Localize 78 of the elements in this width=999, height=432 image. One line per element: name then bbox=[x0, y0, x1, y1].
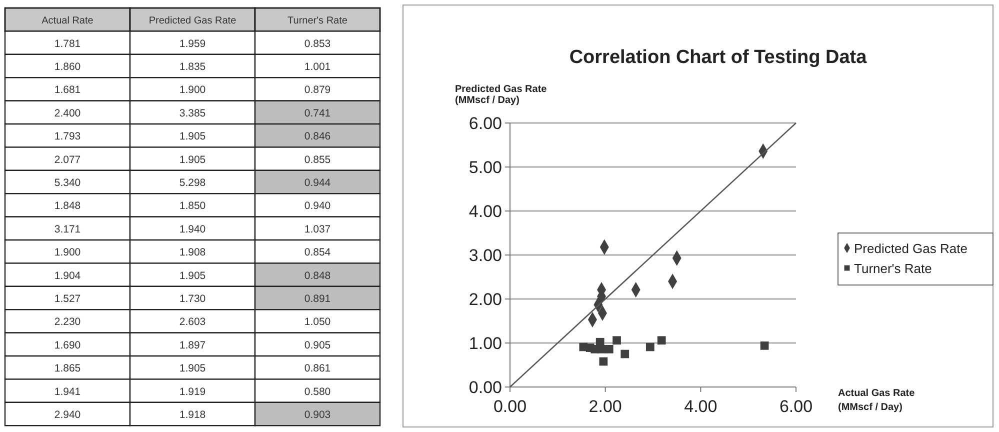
text: 2.230 bbox=[54, 316, 81, 328]
text: 1.940 bbox=[179, 223, 206, 236]
text: 2.940 bbox=[54, 409, 81, 421]
text: 0.879 bbox=[304, 84, 331, 96]
text: 0.848 bbox=[304, 270, 331, 282]
point bbox=[604, 344, 614, 354]
text: 1.905 bbox=[179, 270, 206, 282]
y-tick-label: 6.00 bbox=[468, 114, 502, 133]
text: 0.741 bbox=[304, 107, 331, 120]
point bbox=[597, 344, 606, 354]
text: 0.846 bbox=[304, 130, 331, 143]
chart-title: Correlation Chart of Testing Data bbox=[569, 47, 868, 68]
text: 3.385 bbox=[179, 107, 206, 120]
x-tick-label: 6.00 bbox=[779, 397, 813, 416]
text: 1.941 bbox=[54, 386, 81, 398]
text: 2.077 bbox=[54, 154, 81, 166]
text: 1.905 bbox=[179, 362, 206, 375]
y-tick-label: 2.00 bbox=[468, 290, 502, 309]
point bbox=[646, 342, 654, 352]
x-tick-label: 0.00 bbox=[493, 397, 527, 416]
y-tick-label: 0.00 bbox=[468, 378, 502, 397]
text: 1.904 bbox=[54, 270, 81, 282]
text: 1.835 bbox=[179, 61, 206, 73]
y-axis-title: Predicted Gas Rate (MMscf / Day) bbox=[455, 84, 548, 106]
text: 0.905 bbox=[304, 339, 331, 352]
text: 5.340 bbox=[54, 177, 81, 189]
text: 1.865 bbox=[54, 362, 81, 375]
text: 5.298 bbox=[179, 177, 206, 189]
point bbox=[620, 350, 630, 358]
text: 1.037 bbox=[304, 223, 331, 236]
text: 1.850 bbox=[179, 200, 206, 212]
text: 3.171 bbox=[54, 223, 81, 236]
text: 0.903 bbox=[304, 409, 331, 421]
category-label: Turner's Rate bbox=[288, 16, 348, 27]
x-tick-label: 2.00 bbox=[588, 397, 622, 416]
text: 1.905 bbox=[179, 154, 206, 166]
text: 0.891 bbox=[304, 293, 331, 305]
point bbox=[760, 341, 769, 350]
y-tick-label: 1.00 bbox=[468, 334, 502, 353]
text: 0.861 bbox=[304, 362, 331, 375]
text: 1.897 bbox=[179, 339, 206, 352]
text: 1.900 bbox=[179, 84, 206, 96]
text: 1.050 bbox=[304, 316, 331, 328]
text: 1.905 bbox=[179, 130, 206, 143]
text: 0.854 bbox=[304, 246, 331, 259]
text: 1.860 bbox=[54, 61, 81, 73]
text: 0.940 bbox=[304, 200, 331, 212]
legend-label: Predicted Gas Rate bbox=[854, 241, 968, 256]
text: 1.793 bbox=[54, 130, 81, 143]
point bbox=[612, 336, 621, 345]
y-tick-label: 3.00 bbox=[468, 246, 502, 265]
category-label: Actual Rate bbox=[42, 16, 94, 27]
text: 0.944 bbox=[304, 177, 331, 189]
x-axis-title: Actual Gas Rate (MMscf / Day) bbox=[838, 388, 916, 413]
text: 1.900 bbox=[54, 246, 81, 259]
text: 0.853 bbox=[304, 38, 331, 50]
text: 1.730 bbox=[179, 293, 206, 305]
point bbox=[657, 336, 666, 345]
y-tick-label: 4.00 bbox=[468, 202, 502, 221]
text: 1.681 bbox=[54, 84, 81, 96]
text: 0.580 bbox=[304, 386, 331, 398]
text: 2.603 bbox=[179, 316, 206, 328]
text: 1.781 bbox=[54, 38, 81, 50]
category-label: Predicted Gas Rate bbox=[148, 16, 237, 27]
text: 1.959 bbox=[179, 38, 206, 50]
text: 2.400 bbox=[54, 107, 81, 120]
x-tick-label: 4.00 bbox=[684, 397, 718, 416]
y-tick-label: 5.00 bbox=[468, 158, 502, 177]
text: 1.918 bbox=[179, 409, 206, 421]
text: 1.848 bbox=[54, 200, 81, 212]
text: 1.908 bbox=[179, 246, 206, 259]
text: 1.690 bbox=[54, 339, 81, 352]
text: 0.855 bbox=[304, 154, 331, 166]
text: 1.001 bbox=[304, 61, 331, 73]
legend-label: Turner's Rate bbox=[854, 261, 932, 276]
text: 1.527 bbox=[54, 293, 81, 305]
text: 1.919 bbox=[179, 386, 206, 398]
point bbox=[599, 357, 608, 366]
